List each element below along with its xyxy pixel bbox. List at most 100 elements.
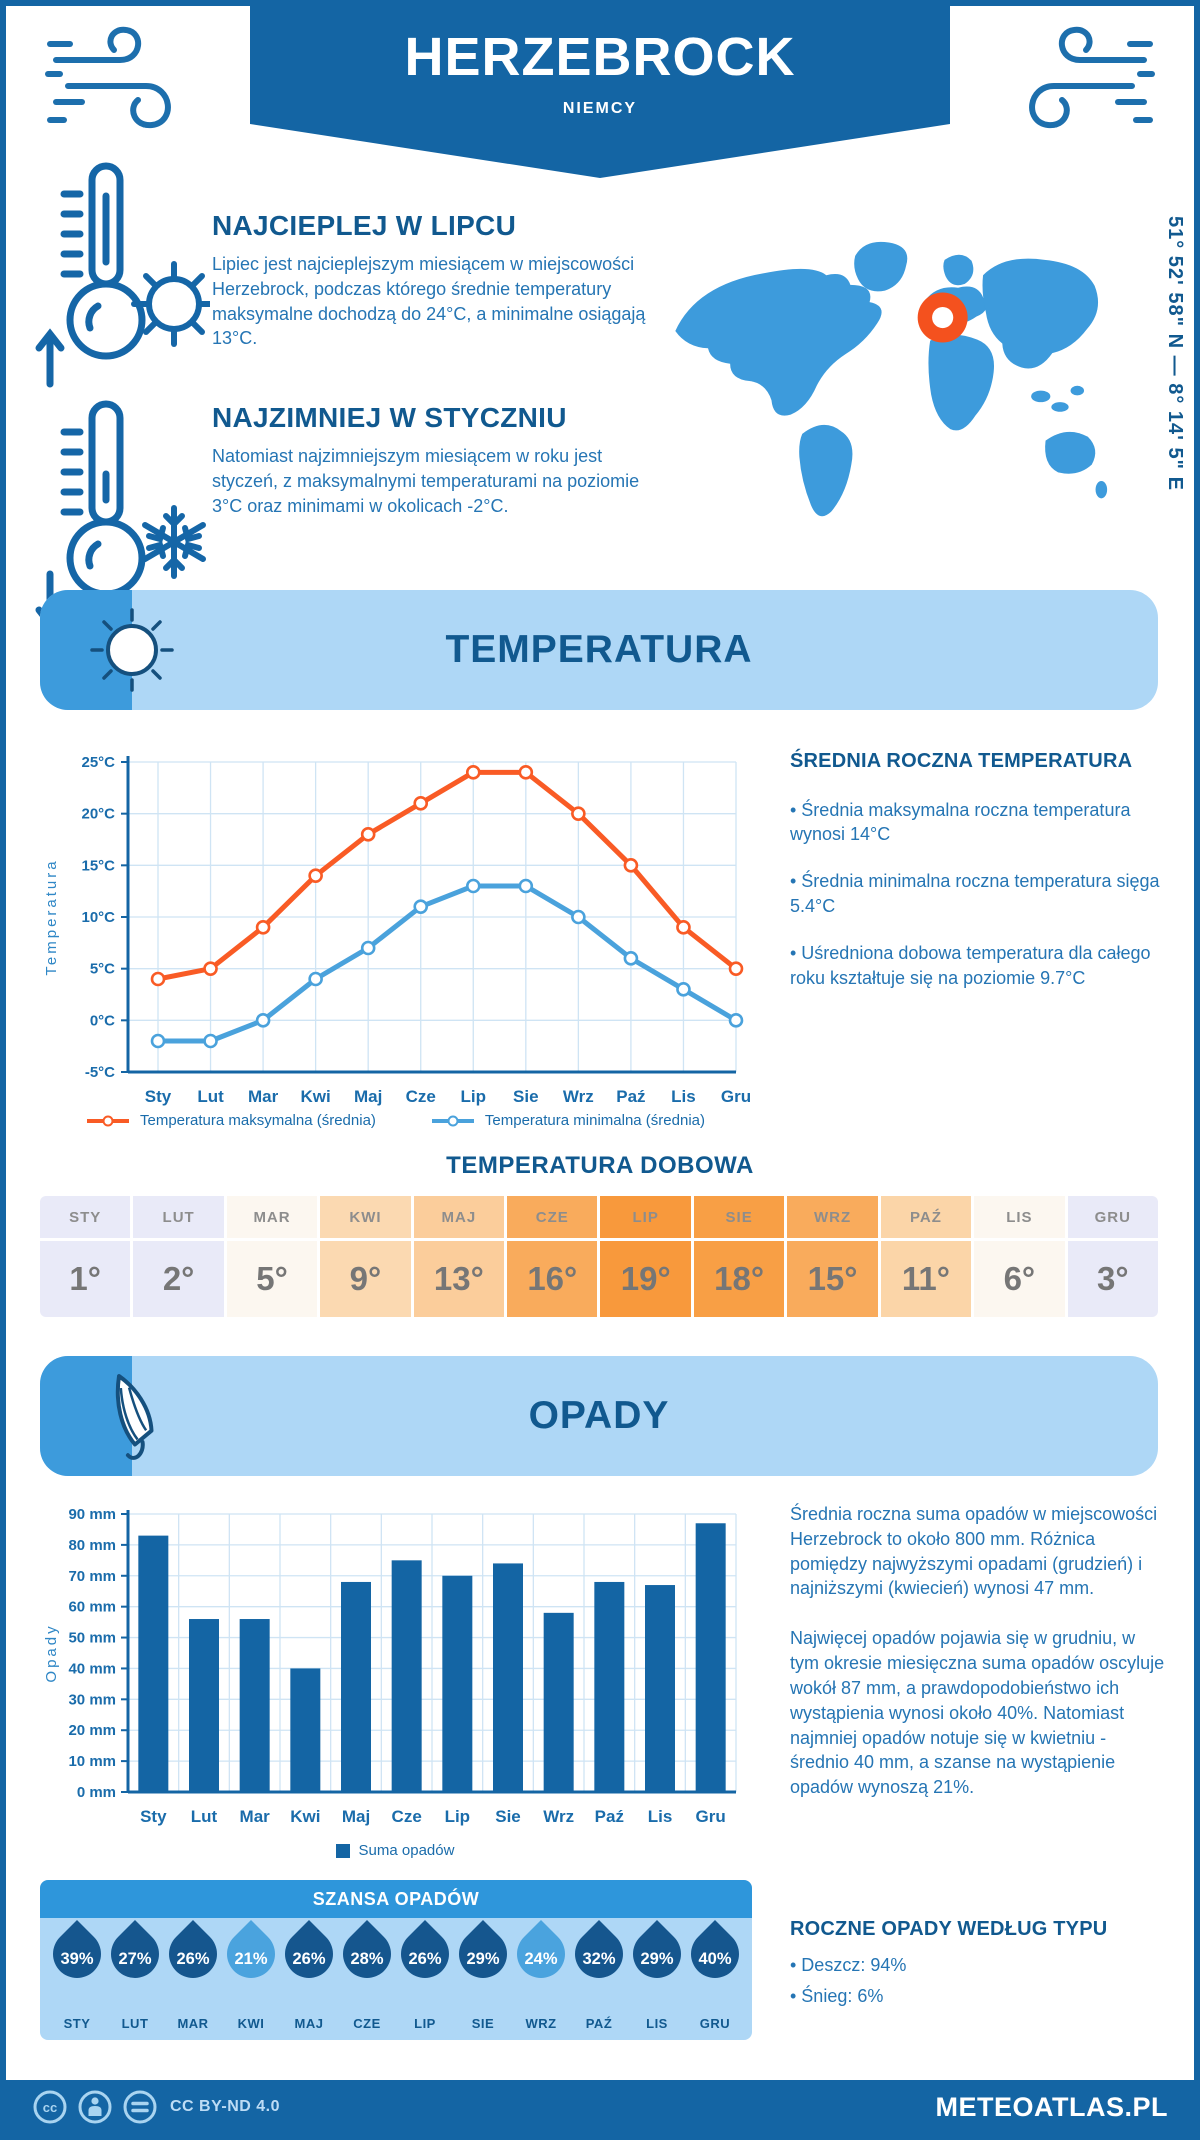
daily-temp-column: GRU 3° (1067, 1196, 1158, 1317)
legend-item: Suma opadów (335, 1842, 454, 1859)
legend-item: Temperatura maksymalna (średnia) (85, 1112, 376, 1129)
svg-text:Gru: Gru (721, 1087, 750, 1106)
chance-drop: 28% CZE (333, 1918, 401, 2040)
cc-icon: cc (33, 2090, 67, 2124)
page-title: HERZEBROCK (404, 27, 796, 87)
daily-temp-value: 15° (787, 1241, 878, 1317)
precipitation-type-heading: ROCZNE OPADY WEDŁUG TYPU (790, 1918, 1108, 1940)
daily-temp-column: CZE 16° (507, 1196, 598, 1317)
chance-drop: 24% WRZ (507, 1918, 575, 2040)
svg-text:Temperatura: Temperatura (43, 858, 60, 975)
chance-value: 28% (350, 1950, 384, 1968)
svg-text:Maj: Maj (354, 1087, 382, 1106)
highlight-cold-title: NAJZIMNIEJ W STYCZNIU (212, 402, 567, 433)
daily-temp-value: 1° (40, 1241, 131, 1317)
svg-text:Wrz: Wrz (543, 1807, 574, 1826)
precipitation-section-banner: OPADY (40, 1356, 1158, 1476)
svg-text:70 mm: 70 mm (68, 1568, 116, 1585)
svg-text:Maj: Maj (342, 1807, 370, 1826)
svg-text:30 mm: 30 mm (68, 1691, 116, 1708)
footer-bar: cc CC BY-ND 4.0 METEOATLAS.PL (6, 2080, 1194, 2134)
legend-label: Temperatura maksymalna (średnia) (139, 1112, 376, 1129)
svg-text:10 mm: 10 mm (68, 1753, 116, 1770)
svg-text:90 mm: 90 mm (68, 1506, 116, 1523)
no-derivatives-icon (123, 2090, 157, 2124)
daily-temp-column: MAR 5° (226, 1196, 318, 1317)
svg-text:Kwi: Kwi (301, 1087, 331, 1106)
chance-value: 29% (466, 1950, 500, 1968)
chance-drop: 40% GRU (681, 1918, 749, 2040)
chance-drop: 39% STY (43, 1918, 111, 2040)
daily-temp-column: WRZ 15° (787, 1196, 878, 1317)
precipitation-bar-chart: 0 mm 10 mm 20 mm 30 mm 40 mm 50 mm 60 mm 70 mm 8… (43, 1506, 737, 1826)
svg-text:60 mm: 60 mm (68, 1599, 116, 1616)
daily-temp-month: WRZ (787, 1196, 878, 1238)
svg-text:-5°C: -5°C (85, 1064, 115, 1081)
chance-value: 27% (118, 1950, 152, 1968)
chance-drop: 32% PAŹ (565, 1918, 633, 2040)
daily-temp-value: 18° (693, 1241, 785, 1317)
precipitation-section-title: OPADY (528, 1394, 670, 1437)
svg-text:Kwi: Kwi (290, 1807, 320, 1826)
svg-text:Cze: Cze (406, 1087, 436, 1106)
daily-temp-month: LIS (974, 1196, 1065, 1238)
daily-temp-value: 5° (226, 1241, 318, 1317)
precipitation-chart-legend: Suma opadów (40, 1842, 750, 1859)
precipitation-chance-drops: 39% STY 27% LUT 26% MAR 21% KWI 26% MAJ 28% CZE 26% L… (40, 1918, 752, 2040)
daily-temp-month: CZE (507, 1196, 598, 1238)
svg-text:15°C: 15°C (81, 857, 115, 874)
svg-text:Lip: Lip (445, 1807, 471, 1826)
daily-temp-month: MAJ (413, 1196, 505, 1238)
chance-month: CZE (353, 2016, 381, 2031)
attribution-person-icon (78, 2090, 112, 2124)
svg-text:Cze: Cze (392, 1807, 422, 1826)
svg-text:50 mm: 50 mm (68, 1630, 116, 1647)
daily-temp-value: 3° (1067, 1241, 1158, 1317)
daily-temp-month: GRU (1067, 1196, 1158, 1238)
chance-month: LIP (414, 2016, 436, 2031)
chance-drop: 29% LIS (623, 1918, 691, 2040)
svg-text:5°C: 5°C (90, 961, 115, 978)
chance-value: 26% (292, 1950, 326, 1968)
world-map (675, 241, 1108, 517)
svg-text:40 mm: 40 mm (68, 1660, 116, 1677)
svg-text:Lut: Lut (191, 1807, 218, 1826)
precipitation-text-panel: Średnia roczna suma opadów w miejscowośc… (790, 1502, 1166, 1825)
temperature-section-title: TEMPERATURA (445, 628, 753, 671)
precipitation-type-bullet: • Śnieg: 6% (790, 1986, 884, 2006)
chance-month: GRU (699, 2016, 731, 2031)
chance-month: LIS (646, 2016, 668, 2031)
svg-text:Sie: Sie (495, 1807, 521, 1826)
daily-temp-value: 6° (974, 1241, 1065, 1317)
svg-text:10°C: 10°C (81, 909, 115, 926)
daily-temp-month: SIE (693, 1196, 785, 1238)
svg-text:80 mm: 80 mm (68, 1537, 116, 1554)
bar (341, 1581, 371, 1792)
svg-text:25°C: 25°C (81, 754, 115, 771)
site-name: METEOATLAS.PL (935, 2091, 1168, 2122)
daily-temp-column: SIE 18° (693, 1196, 785, 1317)
daily-temp-column: LIS 6° (974, 1196, 1065, 1317)
legend-swatch (335, 1843, 350, 1858)
svg-text:Paź: Paź (595, 1807, 624, 1826)
precipitation-paragraph: Najwięcej opadów pojawia się w grudniu, … (790, 1628, 1165, 1798)
sun-icon (90, 608, 174, 692)
svg-text:Lip: Lip (461, 1087, 487, 1106)
highlight-warm-text: Lipiec jest najcieplejszym miesiącem w m… (212, 254, 646, 349)
precipitation-type-bullet: • Deszcz: 94% (790, 1955, 907, 1975)
chance-value: 39% (60, 1950, 94, 1968)
chance-month: PAŹ (585, 2016, 613, 2031)
bar (594, 1581, 625, 1792)
daily-temp-column: KWI 9° (320, 1196, 411, 1317)
chance-month: MAJ (294, 2016, 324, 2031)
chance-month: LUT (121, 2016, 149, 2031)
chance-month: WRZ (525, 2016, 557, 2031)
svg-text:Sty: Sty (140, 1807, 167, 1826)
legend-item: Temperatura minimalna (średnia) (430, 1112, 705, 1129)
bar (290, 1668, 321, 1792)
daily-temp-month: LUT (133, 1196, 224, 1238)
svg-text:20 mm: 20 mm (68, 1722, 116, 1739)
svg-text:0 mm: 0 mm (77, 1784, 116, 1801)
highlight-cold-text: Natomiast najzimniejszym miesiącem w rok… (212, 446, 640, 516)
